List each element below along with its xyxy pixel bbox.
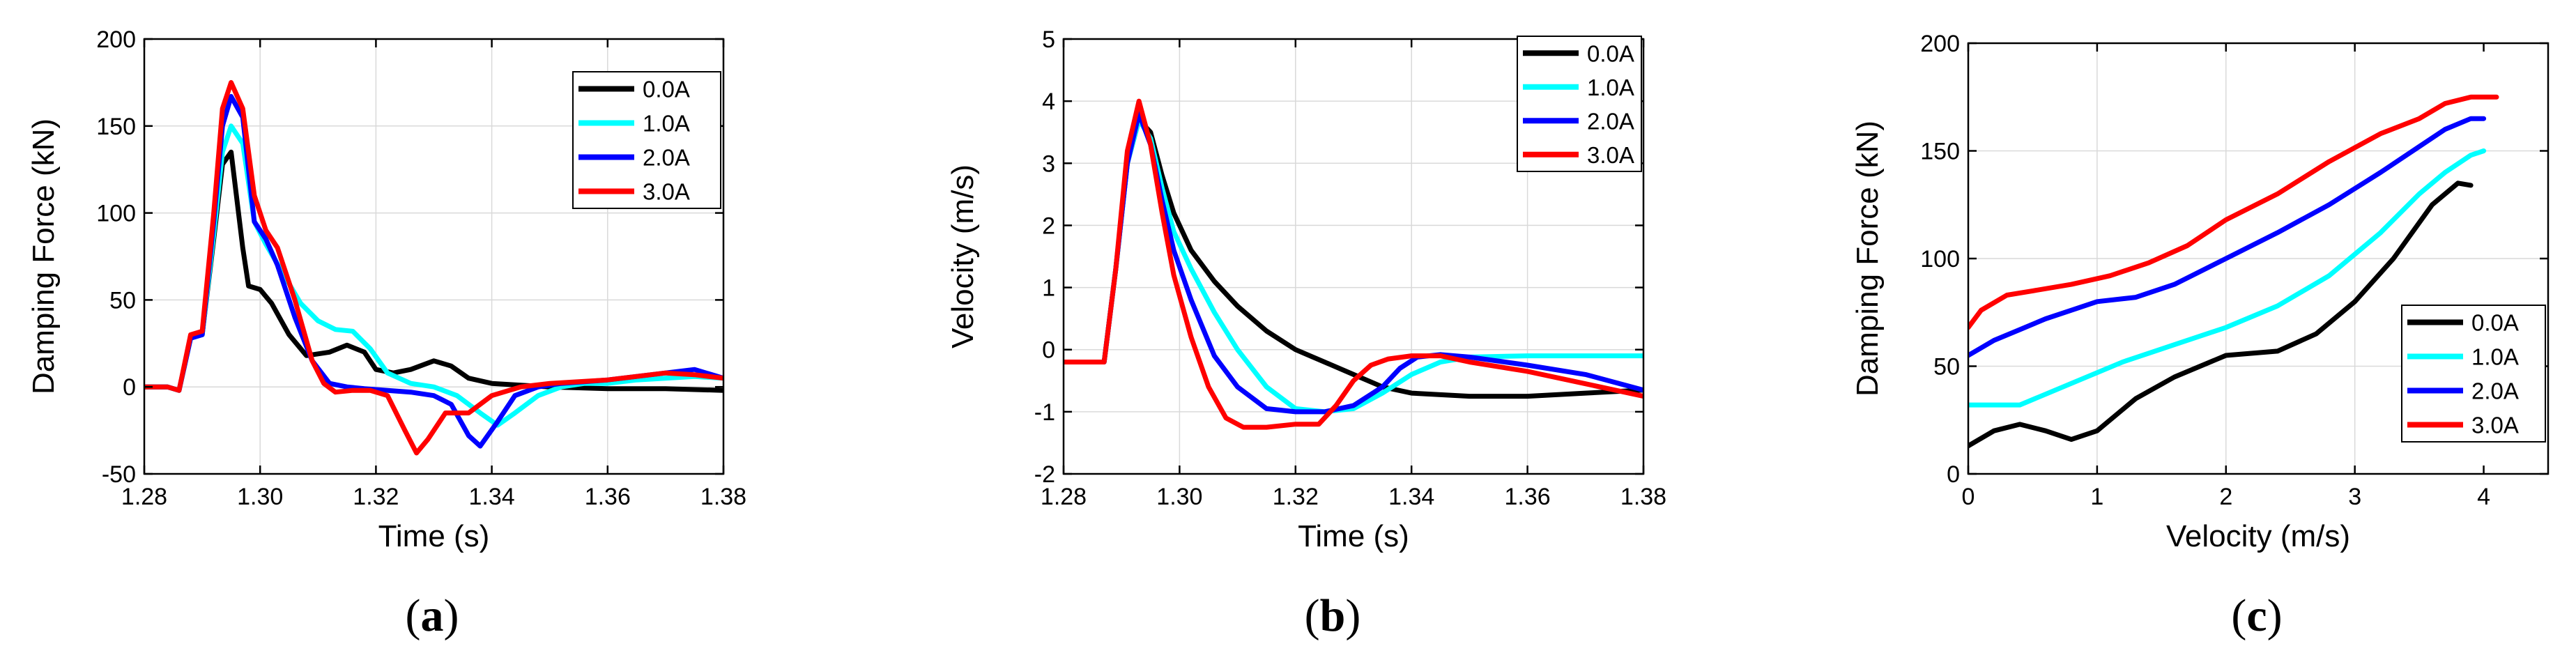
y-tick-label: 50 [109, 287, 136, 314]
legend-box [2401, 305, 2546, 443]
y-tick-label: 0 [1947, 461, 1960, 488]
y-tick-label: 5 [1042, 26, 1055, 53]
panel-label-open: ( [1305, 590, 1320, 641]
y-tick-label: 50 [1933, 354, 1960, 380]
x-tick-label: 1.32 [1273, 484, 1319, 510]
x-tick-label: 1.36 [585, 484, 631, 510]
y-axis-title: Velocity (m/s) [946, 164, 980, 348]
y-tick-label: -2 [1034, 461, 1055, 488]
y-tick-label: 0 [123, 374, 136, 401]
legend-label: 0.0A [2471, 310, 2519, 336]
panel-label: (b) [1305, 590, 1361, 641]
series-group [1064, 98, 1643, 430]
series-line-0.0A [1968, 180, 2474, 449]
legend: 0.0A 1.0A 2.0A 3.0A [1517, 36, 1642, 172]
legend-box [572, 71, 721, 209]
series-line-3.0A [1968, 94, 2499, 330]
y-tick-label: -1 [1034, 399, 1055, 426]
x-axis-title: Time (s) [378, 519, 490, 553]
x-tick-label: 1.38 [1620, 484, 1666, 510]
legend: 0.0A 1.0A 2.0A 3.0A [572, 71, 721, 209]
x-tick-label: 1.28 [121, 484, 167, 510]
panel-label-close: ) [444, 590, 459, 641]
chart-panel-c: 0 1 2 3 4 0 50 100 150 200 Velocity (m/s) Damping F… [1850, 31, 2550, 641]
series-line-1.0A [1968, 148, 2487, 408]
legend-label: 3.0A [1587, 142, 1634, 168]
x-tick-label: 1 [2090, 484, 2103, 510]
x-tick-label: 1.38 [700, 484, 746, 510]
x-tick-label: 3 [2348, 484, 2361, 510]
legend-box [1517, 36, 1642, 172]
x-tick-label: 1.36 [1505, 484, 1551, 510]
series-group [1968, 94, 2499, 449]
legend-label: 3.0A [2471, 413, 2519, 438]
y-axis-title: Damping Force (kN) [1850, 121, 1885, 397]
x-tick-label: 1.32 [353, 484, 399, 510]
series-line-3.0A [144, 79, 723, 456]
series-line-2.0A [1968, 116, 2487, 358]
y-axis-title: Damping Force (kN) [26, 118, 61, 394]
series-line-3.0A [1064, 98, 1643, 430]
legend-label: 2.0A [2471, 378, 2519, 404]
panel-label: (c) [2231, 590, 2282, 641]
legend: 0.0A 1.0A 2.0A 3.0A [2401, 305, 2546, 443]
panel-label-letter: b [1320, 590, 1346, 641]
y-tick-label: 3 [1042, 151, 1055, 177]
y-tick-label: 100 [1920, 246, 1960, 272]
y-tick-label: 150 [1920, 139, 1960, 165]
chart-panel-a: 1.28 1.30 1.32 1.34 1.36 1.38 -50 0 50 100 150 200 T… [26, 26, 746, 641]
legend-label: 1.0A [643, 111, 690, 137]
y-tick-label: 0 [1042, 337, 1055, 364]
plot-frame [1062, 38, 1645, 475]
x-axis-title: Time (s) [1298, 519, 1409, 553]
y-tick-label: 200 [96, 26, 136, 53]
y-tick-label: -50 [102, 461, 136, 488]
x-tick-label: 0 [1962, 484, 1975, 510]
legend-label: 3.0A [643, 179, 690, 205]
y-tick-label: 4 [1042, 89, 1055, 115]
x-axis-title: Velocity (m/s) [2166, 519, 2350, 553]
panel-label-letter: c [2246, 590, 2267, 641]
legend-label: 1.0A [2471, 344, 2519, 370]
legend-label: 1.0A [1587, 75, 1634, 100]
panel-label: (a) [406, 590, 459, 641]
x-tick-label: 2 [2219, 484, 2232, 510]
chart-panel-b: 1.28 1.30 1.32 1.34 1.36 1.38 -2 -1 0 1 2 3 4 5 Time (… [946, 26, 1666, 641]
x-tick-label: 1.30 [237, 484, 283, 510]
panel-label-close: ) [2267, 590, 2283, 641]
x-tick-label: 1.28 [1041, 484, 1087, 510]
legend-label: 0.0A [643, 77, 690, 102]
y-tick-label: 1 [1042, 275, 1055, 302]
y-tick-label: 200 [1920, 31, 1960, 57]
panel-label-open: ( [2231, 590, 2246, 641]
x-tick-label: 1.30 [1156, 484, 1202, 510]
x-tick-label: 1.34 [1388, 484, 1434, 510]
y-tick-label: 150 [96, 114, 136, 140]
y-tick-label: 2 [1042, 213, 1055, 239]
legend-label: 2.0A [1587, 108, 1634, 134]
y-tick-label: 100 [96, 201, 136, 227]
series-group [144, 79, 723, 456]
panel-label-close: ) [1345, 590, 1360, 641]
legend-label: 2.0A [643, 145, 690, 171]
panel-label-open: ( [406, 590, 421, 641]
plot-frame [143, 38, 725, 475]
panel-label-letter: a [421, 590, 444, 641]
legend-label: 0.0A [1587, 40, 1634, 66]
x-tick-label: 4 [2477, 484, 2490, 510]
x-tick-label: 1.34 [469, 484, 515, 510]
